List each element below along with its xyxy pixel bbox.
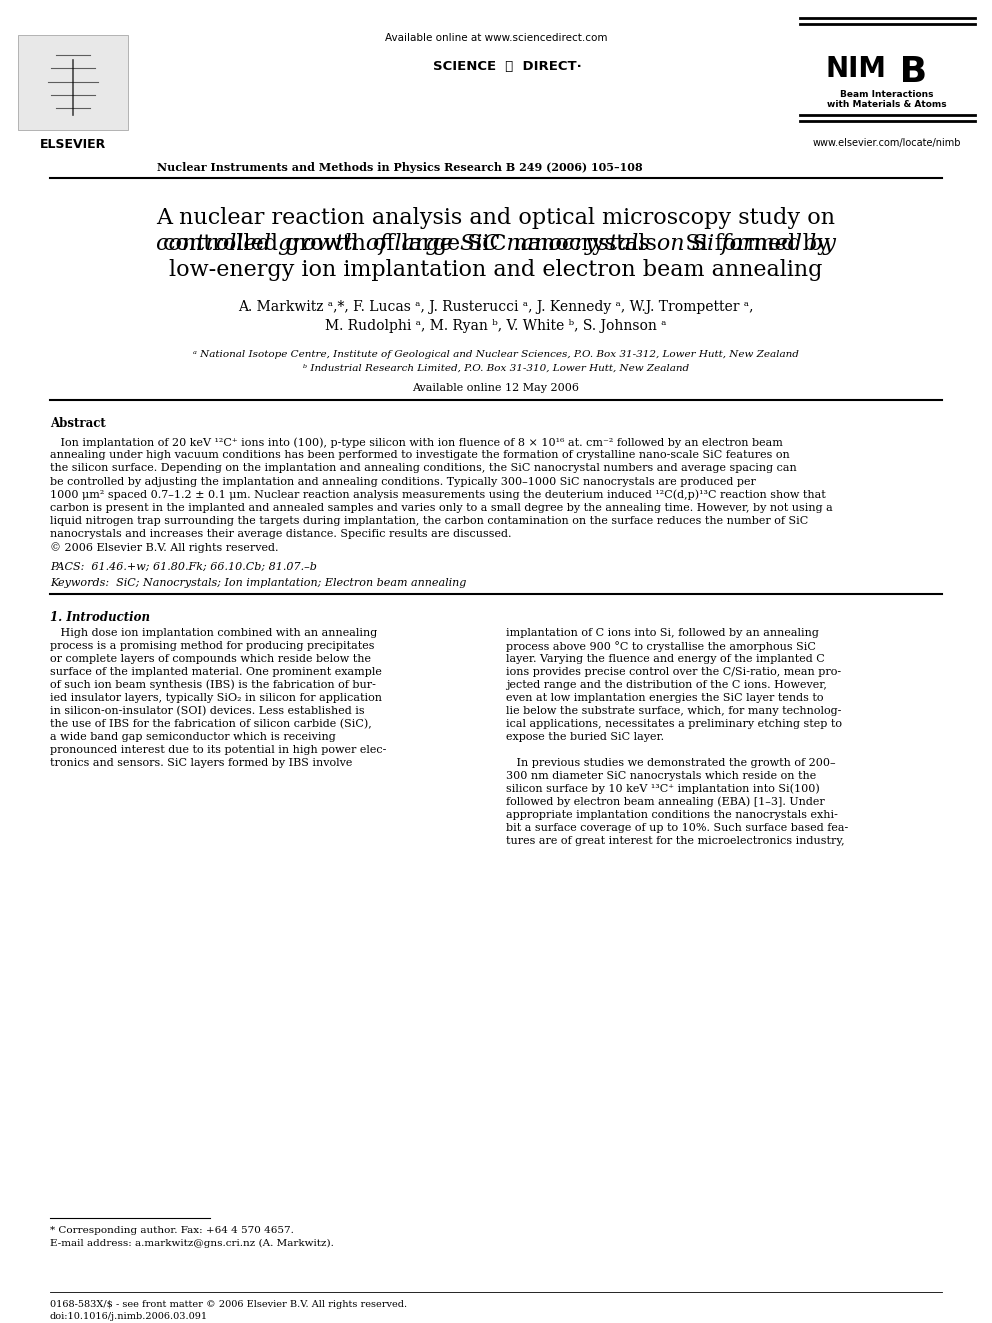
Text: controlled growth of large SiC nanocrystals    Si formed by: controlled growth of large SiC nanocryst… [163,233,829,255]
Text: In previous studies we demonstrated the growth of 200–: In previous studies we demonstrated the … [506,758,835,767]
Text: Ion implantation of 20 keV ¹²C⁺ ions into (100), p-type silicon with ion fluence: Ion implantation of 20 keV ¹²C⁺ ions int… [50,437,783,447]
Text: NIM: NIM [826,56,887,83]
Text: or complete layers of compounds which reside below the: or complete layers of compounds which re… [50,654,371,664]
Text: ᵃ National Isotope Centre, Institute of Geological and Nuclear Sciences, P.O. Bo: ᵃ National Isotope Centre, Institute of … [193,351,799,359]
Text: tronics and sensors. SiC layers formed by IBS involve: tronics and sensors. SiC layers formed b… [50,758,352,767]
Text: ied insulator layers, typically SiO₂ in silicon for application: ied insulator layers, typically SiO₂ in … [50,693,382,703]
Text: the use of IBS for the fabrication of silicon carbide (SiC),: the use of IBS for the fabrication of si… [50,718,372,729]
Text: silicon surface by 10 keV ¹³C⁺ implantation into Si(100): silicon surface by 10 keV ¹³C⁺ implantat… [506,783,819,794]
Text: ⓓ  DIRECT·: ⓓ DIRECT· [496,60,581,73]
Text: lie below the substrate surface, which, for many technolog-: lie below the substrate surface, which, … [506,705,841,716]
Text: Beam Interactions: Beam Interactions [840,90,933,99]
Text: with Materials & Atoms: with Materials & Atoms [827,101,946,108]
Text: nanocrystals and increases their average distance. Specific results are discusse: nanocrystals and increases their average… [50,529,512,540]
Text: process above 900 °C to crystallise the amorphous SiC: process above 900 °C to crystallise the … [506,640,815,652]
Text: B: B [887,56,928,89]
Text: PACS:  61.46.+w; 61.80.Fk; 66.10.Cb; 81.07.–b: PACS: 61.46.+w; 61.80.Fk; 66.10.Cb; 81.0… [50,562,316,572]
Text: bit a surface coverage of up to 10%. Such surface based fea-: bit a surface coverage of up to 10%. Suc… [506,823,848,832]
Text: tures are of great interest for the microelectronics industry,: tures are of great interest for the micr… [506,836,844,845]
Text: ions provides precise control over the C/Si-ratio, mean pro-: ions provides precise control over the C… [506,667,841,677]
Text: even at low implantation energies the SiC layer tends to: even at low implantation energies the Si… [506,693,823,703]
Text: low-energy ion implantation and electron beam annealing: low-energy ion implantation and electron… [170,259,822,280]
Text: Keywords:  SiC; Nanocrystals; Ion implantation; Electron beam annealing: Keywords: SiC; Nanocrystals; Ion implant… [50,578,466,587]
Text: 0168-583X/$ - see front matter © 2006 Elsevier B.V. All rights reserved.: 0168-583X/$ - see front matter © 2006 El… [50,1301,407,1308]
Text: ᵇ Industrial Research Limited, P.O. Box 31-310, Lower Hutt, New Zealand: ᵇ Industrial Research Limited, P.O. Box … [303,364,689,373]
Text: implantation of C ions into Si, followed by an annealing: implantation of C ions into Si, followed… [506,628,818,638]
Text: ELSEVIER: ELSEVIER [40,138,106,151]
Text: jected range and the distribution of the C ions. However,: jected range and the distribution of the… [506,680,827,689]
Text: A. Markwitz ᵃ,*, F. Lucas ᵃ, J. Rusterucci ᵃ, J. Kennedy ᵃ, W.J. Trompetter ᵃ,: A. Markwitz ᵃ,*, F. Lucas ᵃ, J. Rusteruc… [238,300,754,314]
Text: liquid nitrogen trap surrounding the targets during implantation, the carbon con: liquid nitrogen trap surrounding the tar… [50,516,808,527]
Text: expose the buried SiC layer.: expose the buried SiC layer. [506,732,664,742]
Bar [18,34,128,130]
Text: ical applications, necessitates a preliminary etching step to: ical applications, necessitates a prelim… [506,718,842,729]
Text: doi:10.1016/j.nimb.2006.03.091: doi:10.1016/j.nimb.2006.03.091 [50,1312,208,1320]
Text: process is a promising method for producing precipitates: process is a promising method for produc… [50,640,375,651]
Text: M. Rudolphi ᵃ, M. Ryan ᵇ, V. White ᵇ, S. Johnson ᵃ: M. Rudolphi ᵃ, M. Ryan ᵇ, V. White ᵇ, S.… [325,319,667,333]
Text: High dose ion implantation combined with an annealing: High dose ion implantation combined with… [50,628,377,638]
Text: * Corresponding author. Fax: +64 4 570 4657.: * Corresponding author. Fax: +64 4 570 4… [50,1226,294,1234]
Text: Nuclear Instruments and Methods in Physics Research B 249 (2006) 105–108: Nuclear Instruments and Methods in Physi… [157,161,643,173]
Text: layer. Varying the fluence and energy of the implanted C: layer. Varying the fluence and energy of… [506,654,824,664]
Text: surface of the implanted material. One prominent example: surface of the implanted material. One p… [50,667,382,677]
Text: SCIENCE: SCIENCE [433,60,496,73]
Text: followed by electron beam annealing (EBA) [1–3]. Under: followed by electron beam annealing (EBA… [506,796,824,807]
Text: 300 nm diameter SiC nanocrystals which reside on the: 300 nm diameter SiC nanocrystals which r… [506,771,816,781]
Text: a wide band gap semiconductor which is receiving: a wide band gap semiconductor which is r… [50,732,335,742]
Text: the silicon surface. Depending on the implantation and annealing conditions, the: the silicon surface. Depending on the im… [50,463,797,474]
Text: Available online at www.sciencedirect.com: Available online at www.sciencedirect.co… [385,33,607,44]
Text: appropriate implantation conditions the nanocrystals exhi-: appropriate implantation conditions the … [506,810,838,820]
Text: carbon is present in the implanted and annealed samples and varies only to a sma: carbon is present in the implanted and a… [50,503,832,513]
Text: pronounced interest due to its potential in high power elec-: pronounced interest due to its potential… [50,745,386,755]
Text: 1000 μm² spaced 0.7–1.2 ± 0.1 μm. Nuclear reaction analysis measurements using t: 1000 μm² spaced 0.7–1.2 ± 0.1 μm. Nuclea… [50,490,825,500]
Text: be controlled by adjusting the implantation and annealing conditions. Typically : be controlled by adjusting the implantat… [50,476,756,487]
Text: Available online 12 May 2006: Available online 12 May 2006 [413,382,579,393]
Text: controlled growth of large SiC nanocrystals on Si formed by: controlled growth of large SiC nanocryst… [156,233,836,255]
Text: of such ion beam synthesis (IBS) is the fabrication of bur-: of such ion beam synthesis (IBS) is the … [50,680,376,691]
Text: in silicon-on-insulator (SOI) devices. Less established is: in silicon-on-insulator (SOI) devices. L… [50,705,365,716]
Text: © 2006 Elsevier B.V. All rights reserved.: © 2006 Elsevier B.V. All rights reserved… [50,542,279,553]
Text: annealing under high vacuum conditions has been performed to investigate the for: annealing under high vacuum conditions h… [50,450,790,460]
Text: Abstract: Abstract [50,417,106,430]
Text: 1. Introduction: 1. Introduction [50,611,150,624]
Text: A nuclear reaction analysis and optical microscopy study on: A nuclear reaction analysis and optical … [157,206,835,229]
Text: www.elsevier.com/locate/nimb: www.elsevier.com/locate/nimb [812,138,961,148]
Text: E-mail address: a.markwitz@gns.cri.nz (A. Markwitz).: E-mail address: a.markwitz@gns.cri.nz (A… [50,1240,334,1248]
